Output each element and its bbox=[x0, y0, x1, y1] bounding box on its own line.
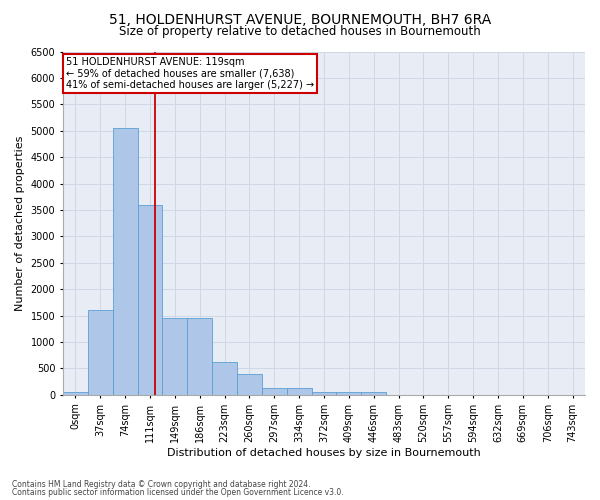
Bar bbox=[88, 310, 113, 395]
Text: Contains HM Land Registry data © Crown copyright and database right 2024.: Contains HM Land Registry data © Crown c… bbox=[12, 480, 311, 489]
Bar bbox=[262, 388, 287, 395]
Text: 51, HOLDENHURST AVENUE, BOURNEMOUTH, BH7 6RA: 51, HOLDENHURST AVENUE, BOURNEMOUTH, BH7… bbox=[109, 12, 491, 26]
Text: 51 HOLDENHURST AVENUE: 119sqm
← 59% of detached houses are smaller (7,638)
41% o: 51 HOLDENHURST AVENUE: 119sqm ← 59% of d… bbox=[65, 56, 314, 90]
Bar bbox=[237, 374, 262, 395]
Bar bbox=[137, 204, 163, 395]
Text: Contains public sector information licensed under the Open Government Licence v3: Contains public sector information licen… bbox=[12, 488, 344, 497]
Bar bbox=[163, 318, 187, 395]
Bar bbox=[187, 318, 212, 395]
Bar bbox=[337, 392, 361, 395]
Bar bbox=[63, 392, 88, 395]
X-axis label: Distribution of detached houses by size in Bournemouth: Distribution of detached houses by size … bbox=[167, 448, 481, 458]
Bar bbox=[287, 388, 311, 395]
Bar bbox=[311, 392, 337, 395]
Y-axis label: Number of detached properties: Number of detached properties bbox=[15, 136, 25, 311]
Bar bbox=[361, 392, 386, 395]
Bar bbox=[212, 362, 237, 395]
Bar bbox=[113, 128, 137, 395]
Text: Size of property relative to detached houses in Bournemouth: Size of property relative to detached ho… bbox=[119, 25, 481, 38]
